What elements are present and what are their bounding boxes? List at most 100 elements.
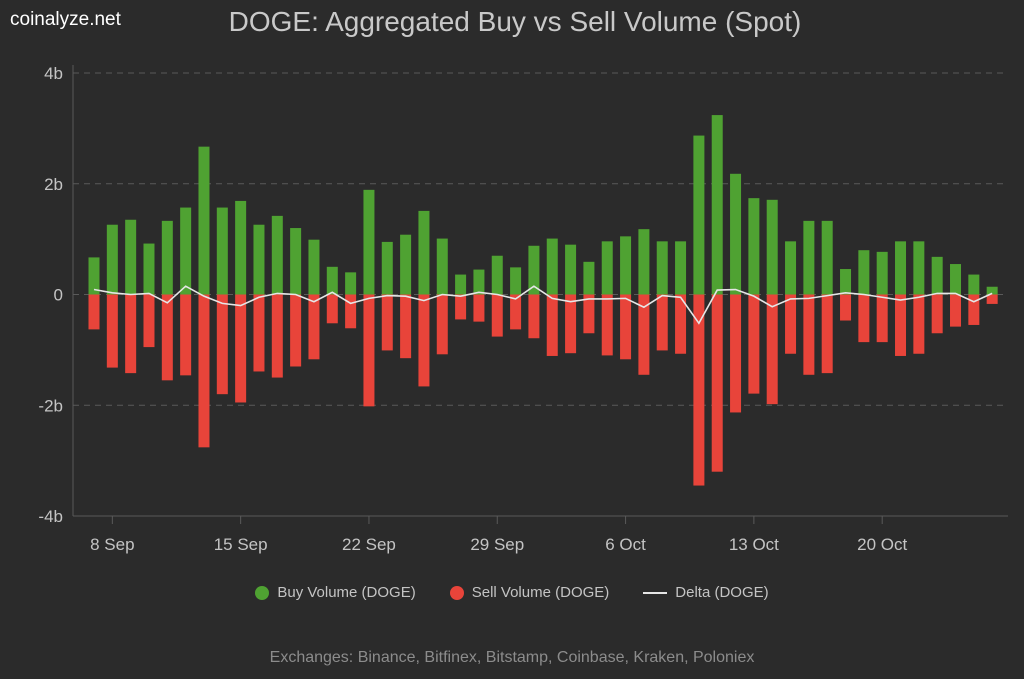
buy-volume-bar (290, 228, 302, 295)
sell-volume-bar (455, 294, 467, 320)
sell-volume-bar (620, 294, 632, 360)
buy-volume-bar (253, 224, 265, 295)
sell-volume-bar (473, 294, 485, 322)
buy-volume-bar (326, 266, 338, 295)
buy-volume-bar (913, 241, 925, 295)
legend: Buy Volume (DOGE) Sell Volume (DOGE) Del… (0, 584, 1024, 601)
buy-volume-bar (711, 115, 723, 295)
sell-volume-bar (565, 294, 577, 354)
buy-volume-bar (748, 198, 760, 295)
sell-volume-bar (88, 294, 100, 330)
sell-volume-bar (693, 294, 705, 486)
buy-volume-bar (986, 286, 998, 295)
sell-volume-bar (766, 294, 778, 405)
delta-line (93, 285, 993, 325)
sell-volume-bar (106, 294, 118, 368)
buy-volume-bar (381, 241, 393, 295)
sell-volume-bar (803, 294, 815, 375)
legend-delta[interactable]: Delta (DOGE) (643, 584, 769, 601)
sell-volume-bar (510, 294, 522, 330)
buy-volume-bar (950, 264, 962, 295)
sell-volume-bar (400, 294, 412, 359)
sell-volume-bar (858, 294, 870, 343)
chart-title: DOGE: Aggregated Buy vs Sell Volume (Spo… (228, 6, 802, 37)
buy-volume-bar (473, 269, 485, 295)
sell-volume-bar (125, 294, 137, 374)
buy-volume-bar (143, 243, 155, 295)
sell-volume-bar (198, 294, 210, 448)
x-tick-label: 6 Oct (605, 535, 646, 554)
x-tick-label: 13 Oct (729, 535, 779, 554)
buy-volume-bar (271, 215, 283, 295)
buy-volume-bar (510, 267, 522, 295)
legend-buy-volume[interactable]: Buy Volume (DOGE) (255, 584, 416, 601)
y-tick-label: 4b (44, 64, 63, 83)
buy-volume-bar (455, 274, 467, 295)
y-tick-label: 2b (44, 175, 63, 194)
x-tick-label: 29 Sep (470, 535, 524, 554)
buy-volume-bar (180, 207, 192, 295)
buy-volume-bar (161, 220, 173, 295)
sell-volume-bar (235, 294, 247, 403)
sell-volume-bar (308, 294, 320, 360)
y-tick-label: 0 (54, 286, 63, 305)
legend-label: Buy Volume (DOGE) (277, 584, 416, 601)
buy-volume-bar (235, 200, 247, 295)
buy-volume-bar (308, 239, 320, 295)
buy-volume-bar (840, 269, 852, 295)
sell-volume-bar (546, 294, 558, 356)
sell-volume-bar (876, 294, 888, 343)
sell-volume-bar (950, 294, 962, 327)
sell-volume-bar (216, 294, 228, 395)
sell-volume-bar (161, 294, 173, 381)
buy-volume-bar (363, 189, 375, 295)
buy-volume-dot-icon (255, 585, 270, 600)
sell-volume-bar (895, 294, 907, 356)
sell-volume-dot-icon (449, 585, 464, 600)
buy-volume-bar (620, 236, 632, 295)
buy-volume-bar (730, 173, 742, 295)
buy-volume-bar (693, 135, 705, 295)
x-tick-label: 20 Oct (857, 535, 907, 554)
buy-volume-bar (803, 220, 815, 295)
sell-volume-bar (730, 294, 742, 413)
x-tick-label: 22 Sep (342, 535, 396, 554)
buy-volume-bar (766, 199, 778, 295)
buy-volume-bar (400, 234, 412, 295)
buy-volume-bar (491, 255, 503, 295)
sell-volume-bar (143, 294, 155, 348)
sell-volume-bar (748, 294, 760, 394)
buy-volume-bar (583, 261, 595, 295)
sell-volume-bar (491, 294, 503, 337)
sell-volume-bar (271, 294, 283, 378)
sell-volume-bar (711, 294, 723, 472)
buy-volume-bar (675, 241, 687, 295)
legend-sell-volume[interactable]: Sell Volume (DOGE) (449, 584, 610, 601)
x-tick-label: 15 Sep (214, 535, 268, 554)
delta-line-icon (643, 591, 668, 594)
sell-volume-bar (840, 294, 852, 321)
buy-volume-bar (216, 207, 228, 295)
sell-volume-bar (638, 294, 650, 375)
sell-volume-bar (381, 294, 393, 351)
buy-volume-bar (821, 220, 833, 295)
legend-label: Delta (DOGE) (675, 584, 769, 601)
buy-volume-bar (528, 245, 540, 295)
buy-volume-bar (858, 250, 870, 295)
sell-volume-bar (821, 294, 833, 374)
sell-volume-bar (436, 294, 448, 355)
buy-volume-bar (656, 241, 668, 295)
legend-label: Sell Volume (DOGE) (471, 584, 610, 601)
buy-volume-bar (106, 224, 118, 295)
coinalyze-logo: coinalyze.net (10, 9, 121, 30)
buy-volume-bar (565, 244, 577, 295)
buy-volume-bar (931, 256, 943, 295)
buy-volume-bar (88, 257, 100, 295)
buy-volume-bar (895, 241, 907, 295)
buy-volume-bar (601, 241, 613, 295)
sell-volume-bar (986, 294, 998, 304)
sell-volume-bar (656, 294, 668, 351)
sell-volume-bar (675, 294, 687, 354)
sell-volume-bar (253, 294, 265, 372)
sell-volume-bar (785, 294, 797, 354)
